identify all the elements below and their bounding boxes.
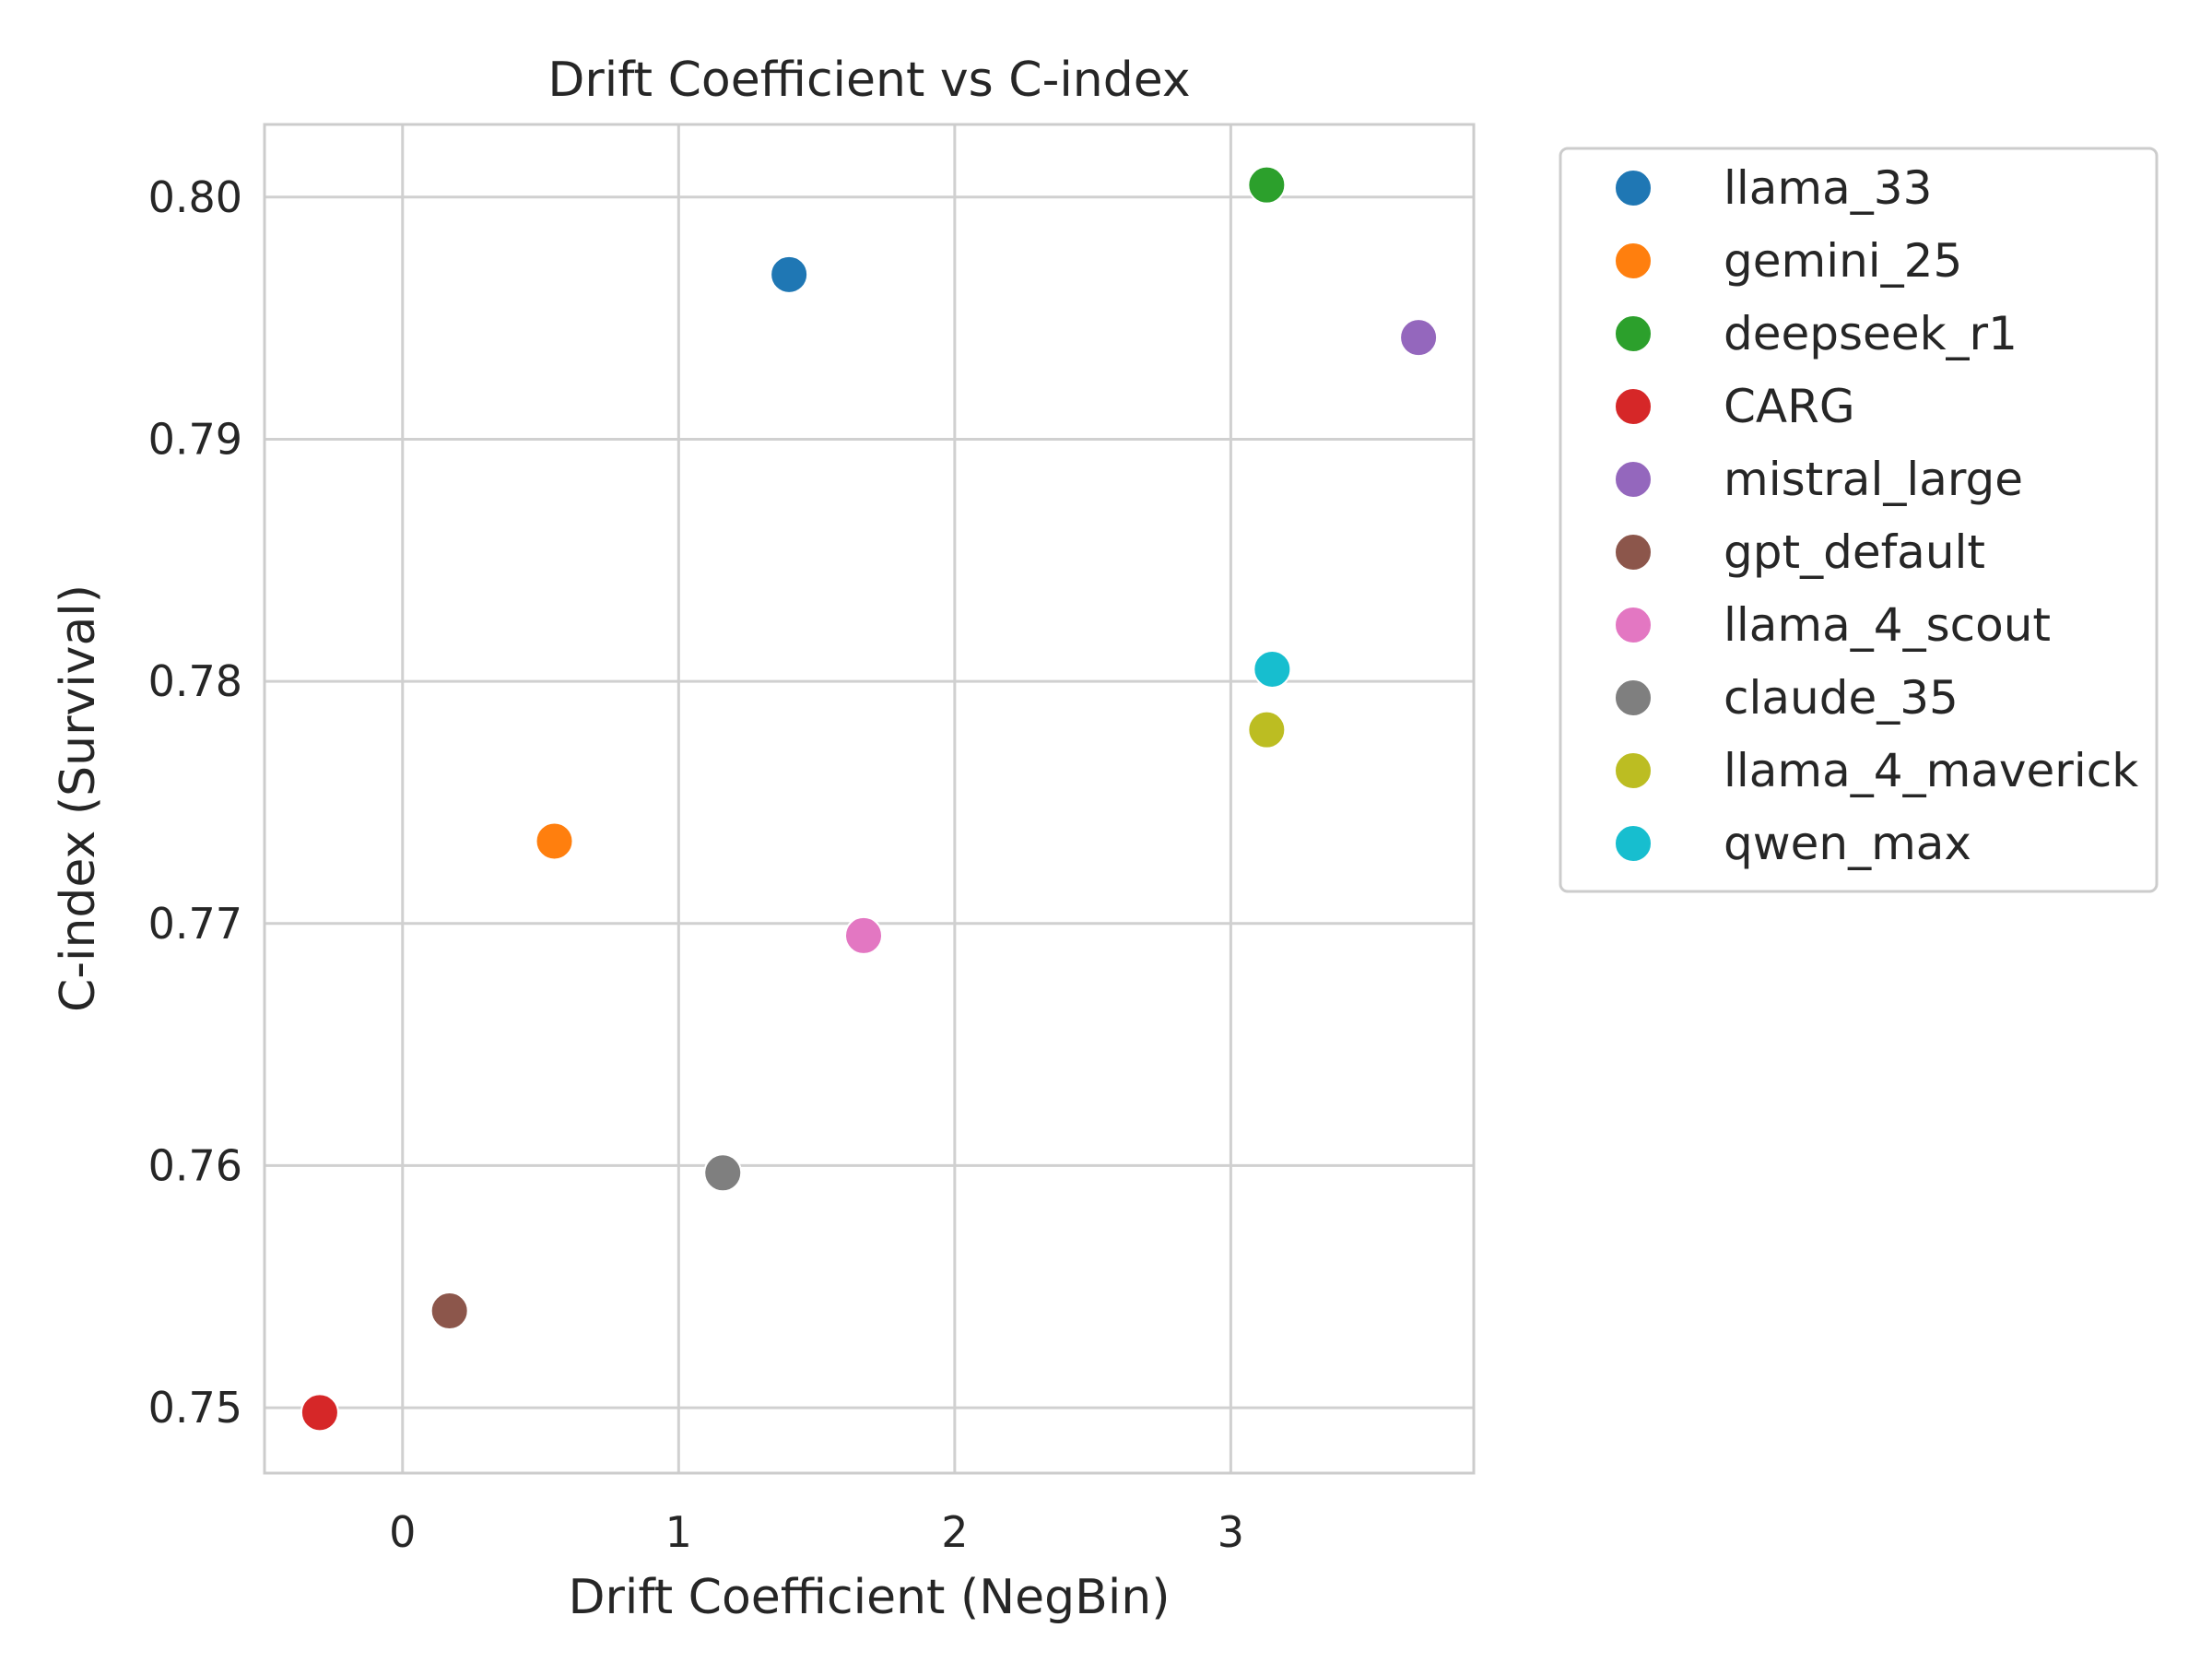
legend-marker [1614,824,1653,863]
y-axis-label: C-index (Survival) [51,584,106,1012]
data-point-deepseek-r1 [1247,165,1287,205]
legend-marker [1614,314,1653,353]
legend-frame [1559,147,2159,893]
legend-marker [1614,678,1653,717]
y-tick-label: 0.78 [148,656,242,706]
data-point-qwen-max [1253,649,1292,689]
legend-items: llama_33 gemini_25 deepseek_r1 CARG mistral_… [1614,161,2138,870]
data-points [300,165,1439,1433]
legend-marker [1614,460,1653,499]
legend-marker [1614,242,1653,280]
legend-label: deepseek_r1 [1724,307,2018,360]
y-tick-label: 0.77 [148,899,242,949]
y-tick-label: 0.80 [148,172,242,222]
x-tick-label: 2 [941,1507,968,1557]
legend-label: mistral_large [1724,453,2023,506]
legend-marker [1614,387,1653,426]
y-tick-label: 0.75 [148,1383,242,1433]
legend-label: CARG [1724,380,1855,433]
legend-label: llama_4_scout [1724,598,2051,652]
grid [265,124,1474,1473]
data-point-gemini-25 [535,821,574,861]
legend-label: llama_4_maverick [1724,744,2138,797]
legend-label: gemini_25 [1724,234,1962,288]
x-tick-label: 1 [665,1507,692,1557]
chart-title: Drift Coefficient vs C-index [547,53,1190,108]
x-tick-label: 0 [389,1507,416,1557]
legend-label: llama_33 [1724,161,1932,215]
data-point-llama-4-maverick [1247,710,1287,749]
legend-label: claude_35 [1724,671,1959,725]
x-tick-label: 3 [1218,1507,1244,1557]
legend-label: gpt_default [1724,525,1985,579]
tick-labels: 0 1 2 3 0.75 0.76 0.77 0.78 0.79 0.80 [148,172,1244,1557]
legend-marker [1614,606,1653,644]
y-tick-label: 0.76 [148,1140,242,1190]
data-point-claude-35 [703,1153,743,1193]
legend: llama_33 gemini_25 deepseek_r1 CARG mistral_… [1559,147,2159,893]
legend-marker [1614,169,1653,207]
legend-marker [1614,751,1653,790]
data-point-gpt-default [429,1291,469,1331]
legend-marker [1614,533,1653,572]
data-point-carg [300,1393,339,1433]
plot-area-frame [263,123,1476,1475]
data-point-llama-4-scout [844,915,884,955]
y-tick-label: 0.79 [148,414,242,464]
data-point-llama-33 [770,254,809,294]
data-point-mistral-large [1399,318,1439,358]
x-axis-label: Drift Coefficient (NegBin) [568,1570,1170,1625]
legend-label: qwen_max [1724,817,1971,870]
